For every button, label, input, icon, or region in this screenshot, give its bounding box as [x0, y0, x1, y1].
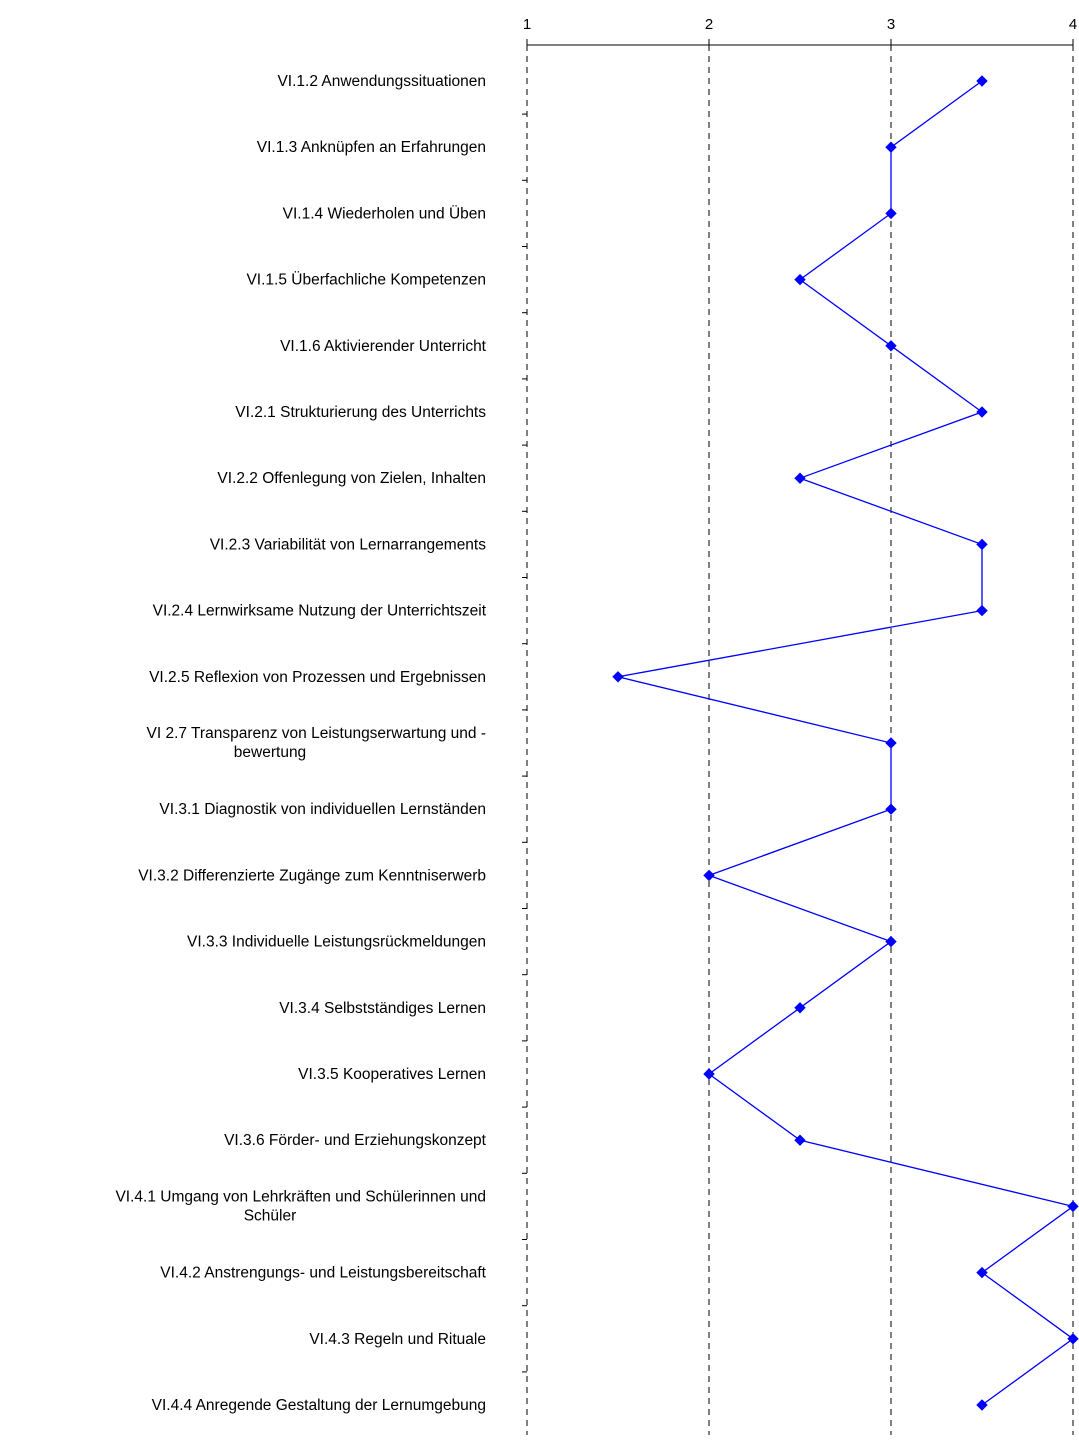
data-point	[976, 1399, 988, 1411]
category-label: VI.1.4 Wiederholen und Üben	[283, 204, 486, 222]
category-label: VI.1.3 Anknüpfen an Erfahrungen	[257, 139, 486, 156]
x-tick-label: 2	[705, 16, 713, 33]
category-label: VI.4.3 Regeln und Rituale	[309, 1331, 486, 1348]
data-point	[885, 803, 897, 815]
data-point	[703, 869, 715, 882]
category-label: VI.3.2 Differenzierte Zugänge zum Kenntn…	[138, 867, 486, 884]
data-point	[885, 141, 897, 153]
data-point	[794, 273, 806, 286]
category-label-line: VI 2.7 Transparenz von Leistungserwartun…	[147, 725, 486, 742]
data-point	[885, 207, 897, 220]
category-label-line: Schüler	[244, 1207, 297, 1224]
category-label: VI.1.6 Aktivierender Unterricht	[280, 338, 487, 355]
category-label: VI.3.5 Kooperatives Lernen	[298, 1066, 486, 1083]
data-point	[794, 472, 806, 484]
data-point	[885, 737, 897, 749]
category-label: VI.4.2 Anstrengungs- und Leistungsbereit…	[160, 1265, 486, 1282]
data-point	[885, 340, 897, 352]
category-label: VI.3.4 Selbstständiges Lernen	[279, 1000, 486, 1017]
data-point	[794, 1002, 806, 1014]
x-tick-label: 4	[1069, 16, 1077, 33]
category-label: VI.2.3 Variabilität von Lernarrangements	[210, 536, 487, 553]
category-label: VI.3.3 Individuelle Leistungsrückmeldung…	[187, 934, 486, 951]
category-label: VI 2.7 Transparenz von Leistungserwartun…	[147, 725, 486, 761]
data-point	[976, 75, 988, 87]
category-label: VI.2.1 Strukturierung des Unterrichts	[235, 404, 486, 421]
category-label: VI.4.4 Anregende Gestaltung der Lernumge…	[152, 1397, 486, 1414]
category-label: VI.2.4 Lernwirksame Nutzung der Unterric…	[153, 603, 487, 620]
series-line	[617, 80, 1075, 1406]
data-point	[976, 1266, 988, 1279]
category-label-line: VI.4.1 Umgang von Lehrkräften und Schüle…	[115, 1188, 486, 1205]
category-label: VI.3.1 Diagnostik von individuellen Lern…	[159, 801, 486, 818]
data-point	[612, 671, 624, 683]
data-point	[976, 406, 988, 418]
data-point	[976, 538, 988, 551]
data-point	[976, 604, 988, 617]
category-label: VI.1.5 Überfachliche Kompetenzen	[246, 271, 486, 289]
category-label: VI.1.2 Anwendungssituationen	[277, 73, 486, 90]
data-point	[794, 1134, 806, 1146]
data-point	[885, 935, 897, 948]
x-tick-label: 3	[887, 16, 895, 33]
category-label: VI.2.5 Reflexion von Prozessen und Ergeb…	[149, 669, 486, 686]
x-tick-label: 1	[523, 16, 531, 33]
category-label: VI.4.1 Umgang von Lehrkräften und Schüle…	[115, 1188, 486, 1224]
data-point	[1067, 1333, 1079, 1345]
data-point	[1067, 1200, 1079, 1213]
data-point	[703, 1068, 715, 1080]
category-label: VI.2.2 Offenlegung von Zielen, Inhalten	[217, 470, 486, 487]
category-label: VI.3.6 Förder- und Erziehungskonzept	[224, 1132, 487, 1149]
category-label-line: bewertung	[234, 744, 306, 761]
